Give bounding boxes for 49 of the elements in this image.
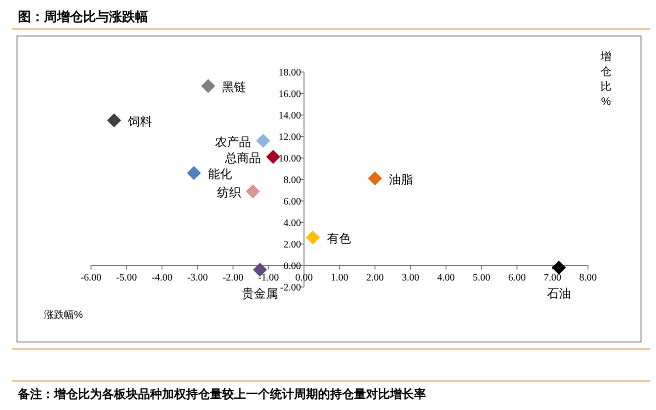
- x-tick-label: -5.00: [116, 272, 137, 284]
- series-label: 总商品: [224, 150, 262, 165]
- point: [368, 171, 382, 186]
- x-tick-label: -2.00: [222, 272, 244, 284]
- x-tick-label: -6.00: [80, 272, 102, 284]
- y-tick-label: 18.00: [278, 68, 301, 78]
- x-axis-title: 涨跌幅%: [44, 309, 83, 321]
- x-tick-label: 7.00: [544, 272, 562, 284]
- y-tick-label: 12.00: [278, 132, 301, 143]
- series-label: 有色: [326, 232, 351, 246]
- series-label: 饲料: [127, 114, 152, 128]
- y-tick-label: 16.00: [278, 89, 301, 100]
- y-tick-label: 6.00: [284, 196, 301, 208]
- point: [306, 230, 320, 245]
- point: [246, 184, 260, 198]
- point: [256, 134, 270, 148]
- x-tick-label: 6.00: [508, 272, 526, 284]
- y-tick-label: -2.00: [280, 282, 301, 294]
- x-tick-label: 3.00: [402, 272, 420, 284]
- point: [186, 166, 201, 180]
- series-label: 黑链: [222, 80, 246, 94]
- series-label: 能化: [208, 167, 232, 182]
- x-tick-label: 0.00: [295, 272, 313, 284]
- x-tick-label: -4.00: [152, 272, 172, 284]
- y-tick-label: 2.00: [284, 240, 301, 250]
- point: [266, 150, 280, 164]
- x-tick-label: -1.00: [258, 272, 279, 284]
- series-label: 贵金属: [242, 286, 278, 300]
- point: [552, 260, 566, 275]
- x-tick-label: -3.00: [187, 272, 208, 284]
- y-axis-title: 增仓比%: [600, 51, 612, 108]
- x-tick-label: 2.00: [366, 272, 384, 284]
- y-tick-label: 0.00: [284, 261, 301, 272]
- x-tick-label: 8.00: [579, 272, 597, 284]
- x-tick-label: 1.00: [330, 272, 348, 284]
- y-tick-label: 4.00: [284, 218, 301, 229]
- y-tick-label: 14.00: [278, 110, 301, 122]
- text: 备注：增仓比为各板块品种加权持仓量较上一个统计周期的持仓量对比增长率: [17, 387, 426, 401]
- series-label: 油脂: [389, 172, 413, 186]
- y-tick-label: 10.00: [278, 154, 301, 164]
- series-label: 纺织: [216, 185, 241, 200]
- x-tick-label: 4.00: [437, 272, 455, 284]
- point: [201, 78, 216, 93]
- series-label: 农产品: [215, 134, 252, 149]
- series-label: 石油: [546, 286, 571, 300]
- x-tick-label: 5.00: [472, 272, 490, 284]
- y-tick-label: 8.00: [284, 175, 301, 186]
- chart-title: 图：周增仓比与涨跌幅: [18, 9, 148, 24]
- point: [107, 113, 122, 128]
